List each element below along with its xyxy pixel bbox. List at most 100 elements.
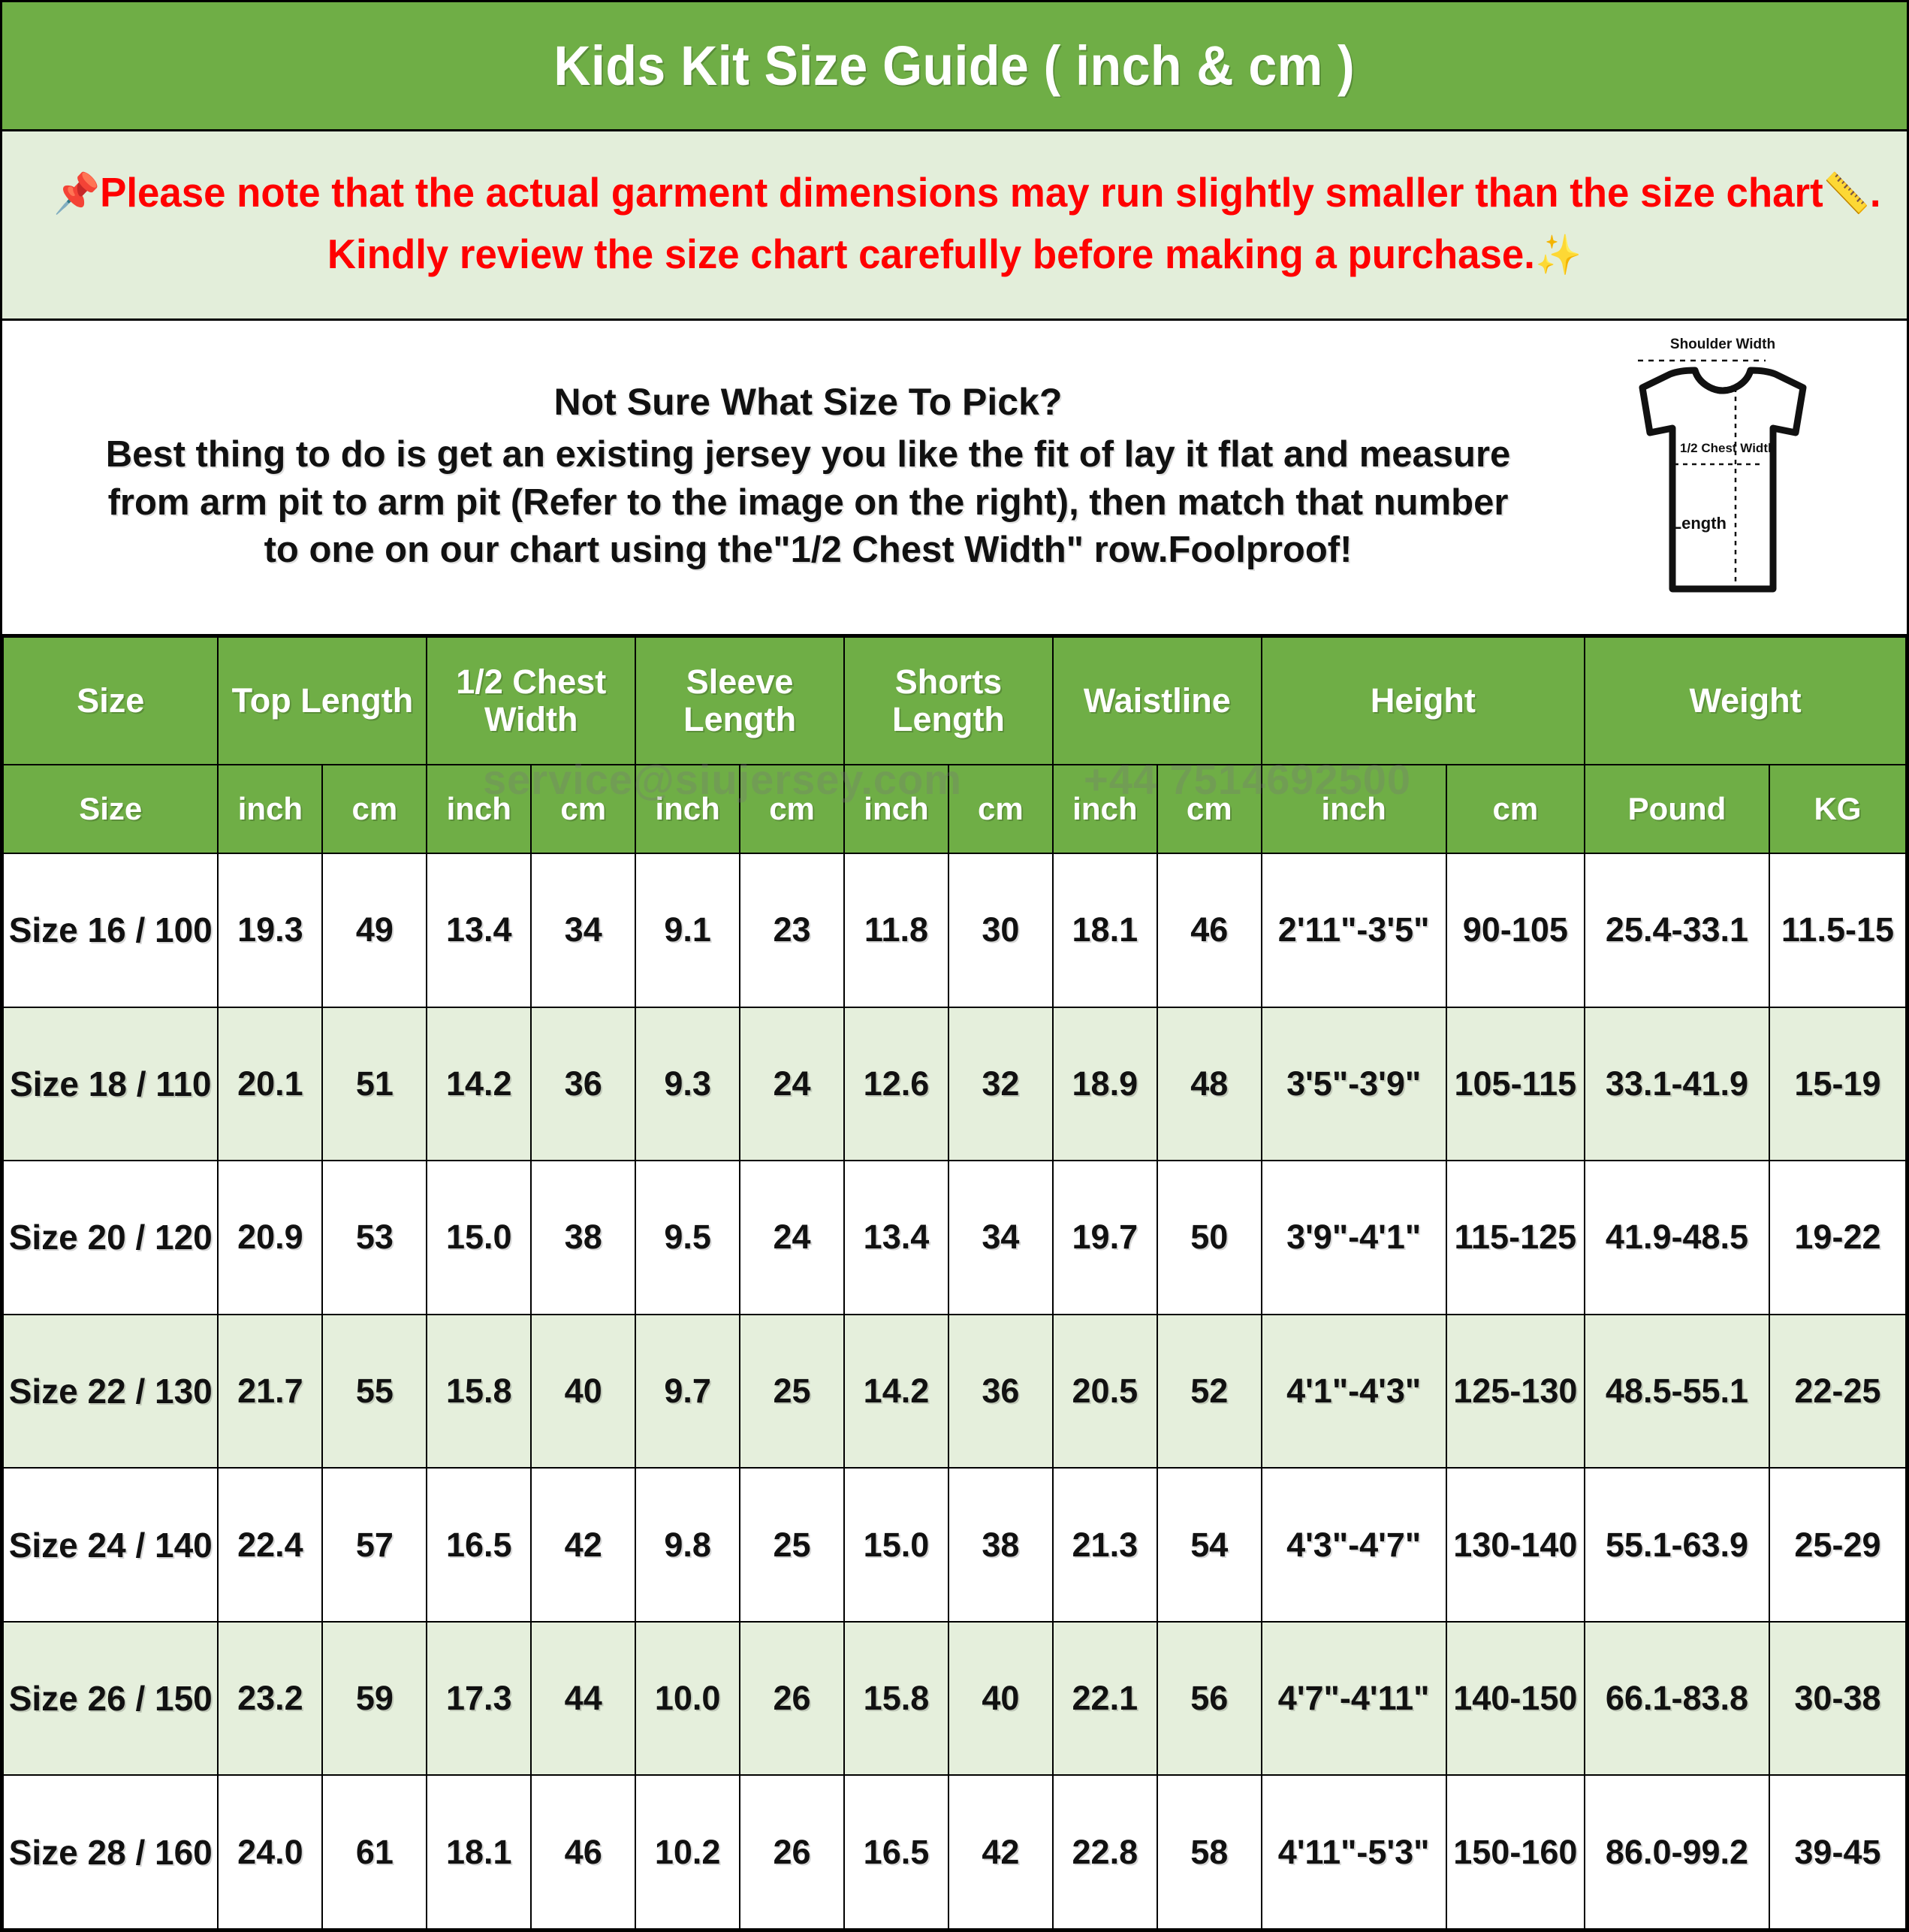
cell-shorts-in: 12.6 — [843, 1006, 949, 1162]
unit-header-height-in: inch — [1260, 764, 1447, 854]
unit-header-weight-kg: KG — [1768, 764, 1907, 854]
cell-height-cm: 130-140 — [1445, 1467, 1586, 1623]
cell-chest-cm: 44 — [530, 1620, 637, 1777]
cell-top-len-cm: 61 — [321, 1774, 428, 1930]
unit-header-toplen-cm: cm — [321, 764, 428, 854]
cell-height-cm: 150-160 — [1445, 1774, 1586, 1930]
title-bar: Kids Kit Size Guide ( inch & cm ) — [2, 2, 1907, 131]
cell-chest-in: 15.0 — [426, 1160, 532, 1315]
cell-waist-in: 18.1 — [1051, 853, 1158, 1008]
cell-waist-cm: 54 — [1156, 1467, 1262, 1623]
group-header-waistline: Waistline — [1051, 636, 1262, 765]
table-row: Size 18 / 110 20.1 51 14.2 36 9.3 24 12.6 32 18.9… — [2, 1006, 1907, 1162]
unit-header-weight-lb: Pound — [1584, 764, 1770, 854]
cell-top-len-in: 19.3 — [217, 853, 324, 1008]
cell-weight-lb: 41.9-48.5 — [1584, 1160, 1770, 1315]
cell-chest-cm: 42 — [530, 1467, 637, 1623]
cell-sleeve-in: 9.7 — [635, 1313, 741, 1469]
tshirt-outline — [1639, 367, 1807, 592]
cell-sleeve-in: 9.5 — [635, 1160, 741, 1315]
cell-weight-lb: 55.1-63.9 — [1584, 1467, 1770, 1623]
cell-shorts-in: 15.0 — [843, 1467, 949, 1623]
cell-size: Size 28 / 160 — [2, 1774, 219, 1930]
cell-shorts-cm: 30 — [947, 853, 1054, 1008]
cell-top-len-in: 22.4 — [217, 1467, 324, 1623]
length-label: Length — [1672, 514, 1727, 533]
cell-height-cm: 90-105 — [1445, 853, 1586, 1008]
group-header-height: Height — [1260, 636, 1586, 765]
unit-header-height-cm: cm — [1445, 764, 1586, 854]
cell-sleeve-cm: 23 — [739, 853, 846, 1008]
group-header-weight: Weight — [1584, 636, 1907, 765]
cell-weight-lb: 25.4-33.1 — [1584, 853, 1770, 1008]
cell-shorts-cm: 38 — [947, 1467, 1054, 1623]
group-header-half-chest-width: 1/2 Chest Width — [426, 636, 637, 765]
cell-chest-in: 13.4 — [426, 853, 532, 1008]
notice-line-1: 📌Please note that the actual garment dim… — [53, 168, 1881, 217]
cell-top-len-cm: 57 — [321, 1467, 428, 1623]
help-line-3: to one on our chart using the"1/2 Chest … — [264, 530, 1353, 571]
cell-height-in: 3'9"-4'1" — [1260, 1160, 1447, 1315]
cell-chest-cm: 36 — [530, 1006, 637, 1162]
cell-shorts-cm: 40 — [947, 1620, 1054, 1777]
cell-shorts-cm: 32 — [947, 1006, 1054, 1162]
cell-height-cm: 125-130 — [1445, 1313, 1586, 1469]
cell-top-len-cm: 49 — [321, 853, 428, 1008]
table-group-header-row: Size Top Length 1/2 Chest Width Sleeve L… — [2, 636, 1907, 765]
notice-line-2: Kindly review the size chart carefully b… — [53, 230, 1856, 279]
cell-size: Size 24 / 140 — [2, 1467, 219, 1623]
cell-sleeve-cm: 24 — [739, 1160, 846, 1315]
cell-shorts-cm: 42 — [947, 1774, 1054, 1930]
cell-top-len-in: 20.9 — [217, 1160, 324, 1315]
ruler-icon: 📏 — [1823, 172, 1870, 216]
cell-sleeve-cm: 24 — [739, 1006, 846, 1162]
cell-height-in: 4'11"-5'3" — [1260, 1774, 1447, 1930]
sparkles-icon: ✨ — [1534, 233, 1582, 277]
unit-header-sleeve-cm: cm — [739, 764, 846, 854]
unit-header-waist-in: inch — [1051, 764, 1158, 854]
cell-waist-cm: 58 — [1156, 1774, 1262, 1930]
group-header-shorts-length: Shorts Length — [843, 636, 1054, 765]
cell-weight-kg: 11.5-15 — [1768, 853, 1907, 1008]
unit-header-waist-cm: cm — [1156, 764, 1262, 854]
notice-band: 📌Please note that the actual garment dim… — [2, 131, 1907, 321]
cell-weight-kg: 25-29 — [1768, 1467, 1907, 1623]
cell-waist-cm: 46 — [1156, 853, 1262, 1008]
cell-top-len-cm: 51 — [321, 1006, 428, 1162]
cell-waist-in: 19.7 — [1051, 1160, 1158, 1315]
cell-top-len-in: 21.7 — [217, 1313, 324, 1469]
cell-waist-cm: 56 — [1156, 1620, 1262, 1777]
cell-waist-cm: 48 — [1156, 1006, 1262, 1162]
cell-size: Size 16 / 100 — [2, 853, 219, 1008]
table-row: Size 20 / 120 20.9 53 15.0 38 9.5 24 13.4 34 19.7… — [2, 1160, 1907, 1315]
cell-size: Size 22 / 130 — [2, 1313, 219, 1469]
help-line-2: from arm pit to arm pit (Refer to the im… — [107, 481, 1509, 523]
notice-text-2: Kindly review the size chart carefully b… — [327, 230, 1535, 277]
cell-top-len-in: 23.2 — [217, 1620, 324, 1777]
table-unit-header-row: Size inch cm inch cm inch cm inch cm inc… — [2, 764, 1907, 854]
cell-size: Size 26 / 150 — [2, 1620, 219, 1777]
unit-header-chest-in: inch — [426, 764, 532, 854]
cell-chest-in: 15.8 — [426, 1313, 532, 1469]
cell-waist-in: 21.3 — [1051, 1467, 1158, 1623]
cell-shorts-cm: 36 — [947, 1313, 1054, 1469]
cell-top-len-cm: 59 — [321, 1620, 428, 1777]
group-header-size: Size — [2, 636, 219, 765]
unit-header-toplen-in: inch — [217, 764, 324, 854]
cell-height-cm: 140-150 — [1445, 1620, 1586, 1777]
cell-chest-in: 16.5 — [426, 1467, 532, 1623]
cell-shorts-in: 11.8 — [843, 853, 949, 1008]
cell-height-cm: 115-125 — [1445, 1160, 1586, 1315]
cell-height-in: 4'7"-4'11" — [1260, 1620, 1447, 1777]
size-table: Size Top Length 1/2 Chest Width Sleeve L… — [2, 636, 1907, 1930]
cell-weight-kg: 19-22 — [1768, 1160, 1907, 1315]
cell-waist-in: 22.8 — [1051, 1774, 1158, 1930]
cell-waist-in: 20.5 — [1051, 1313, 1158, 1469]
unit-header-shorts-in: inch — [843, 764, 949, 854]
table-row: Size 22 / 130 21.7 55 15.8 40 9.7 25 14.2 36 20.5… — [2, 1313, 1907, 1469]
cell-shorts-in: 14.2 — [843, 1313, 949, 1469]
cell-waist-cm: 50 — [1156, 1160, 1262, 1315]
size-table-body: Size 16 / 100 19.3 49 13.4 34 9.1 23 11.8 30 18.1… — [2, 853, 1907, 1930]
cell-height-cm: 105-115 — [1445, 1006, 1586, 1162]
cell-weight-lb: 48.5-55.1 — [1584, 1313, 1770, 1469]
